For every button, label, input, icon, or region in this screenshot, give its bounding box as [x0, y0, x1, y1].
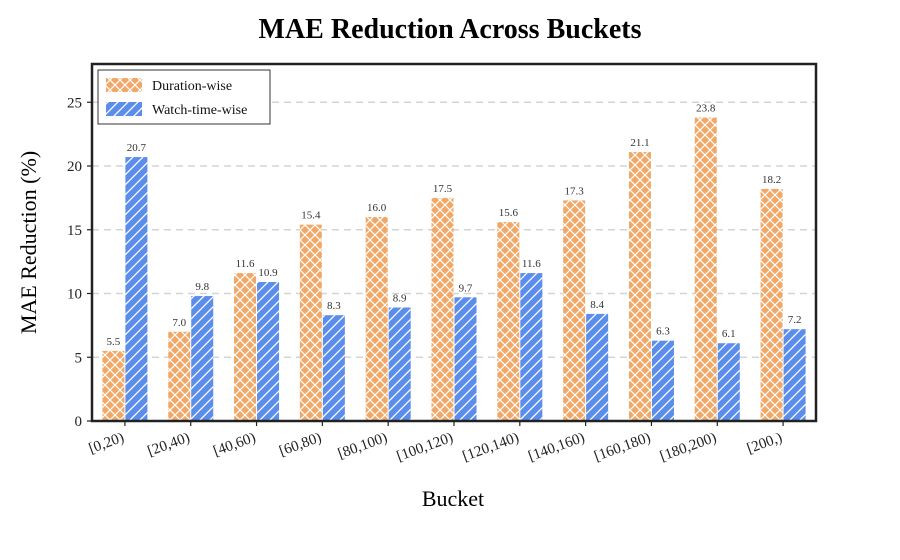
bar-hatch-watch-time-wise: [717, 343, 740, 421]
y-tick-label: 25: [67, 95, 82, 111]
x-tick-label: [80,100): [336, 430, 390, 463]
data-label-watch-time-wise: 9.8: [195, 281, 209, 293]
bar-hatch-duration-wise: [168, 331, 191, 421]
data-label-duration-wise: 17.3: [565, 185, 585, 197]
x-axis-label: Bucket: [422, 486, 484, 511]
data-label-watch-time-wise: 7.2: [788, 314, 802, 326]
bar-hatch-duration-wise: [431, 197, 454, 421]
bar-hatch-duration-wise: [299, 224, 322, 421]
data-label-watch-time-wise: 9.7: [459, 282, 473, 294]
x-tick-label: [200,): [745, 430, 785, 457]
legend: Duration-wise Watch-time-wise: [97, 69, 271, 125]
data-label-watch-time-wise: 11.6: [522, 258, 541, 270]
bar-hatch-watch-time-wise: [520, 273, 543, 421]
x-tick-label: [20,40): [146, 430, 193, 460]
data-label-duration-wise: 7.0: [172, 317, 186, 329]
data-label-duration-wise: 23.8: [696, 103, 716, 115]
bar-hatch-watch-time-wise: [783, 329, 806, 421]
bar-hatch-duration-wise: [234, 273, 257, 421]
data-label-watch-time-wise: 20.7: [127, 142, 147, 154]
bars: [102, 117, 806, 422]
legend-swatch-hatch-watch-time-wise: [106, 102, 142, 116]
bar-hatch-watch-time-wise: [125, 157, 148, 421]
y-tick-label: 0: [75, 414, 83, 430]
bar-hatch-duration-wise: [760, 188, 783, 421]
y-tick-label: 10: [67, 287, 82, 303]
x-tick-label: [0,20): [87, 430, 127, 457]
data-label-watch-time-wise: 6.3: [656, 326, 670, 338]
bar-hatch-duration-wise: [497, 222, 520, 421]
legend-label-duration-wise: Duration-wise: [152, 79, 232, 94]
data-label-watch-time-wise: 8.4: [590, 299, 604, 311]
x-ticks: [0,20) [20,40) [40,60) [60,80) [80,100) [100,…: [87, 421, 785, 465]
data-label-duration-wise: 18.2: [762, 174, 781, 186]
bar-hatch-duration-wise: [628, 151, 651, 421]
x-tick-label: [60,80): [277, 430, 324, 460]
legend-label-watch-time-wise: Watch-time-wise: [152, 103, 247, 118]
bar-hatch-duration-wise: [365, 217, 388, 421]
x-tick-label: [100,120): [395, 430, 456, 465]
y-tick-label: 20: [67, 159, 82, 175]
x-tick-label: [140,160): [526, 430, 587, 465]
bar-hatch-watch-time-wise: [454, 297, 477, 421]
y-tick-label: 5: [75, 350, 83, 366]
bar-hatch-duration-wise: [694, 117, 717, 422]
data-label-duration-wise: 5.5: [107, 336, 121, 348]
legend-swatch-hatch-duration-wise: [106, 78, 142, 92]
data-label-duration-wise: 15.6: [499, 207, 519, 219]
x-tick-label: [120,140): [461, 430, 522, 465]
bar-hatch-watch-time-wise: [586, 313, 609, 421]
data-label-duration-wise: 17.5: [433, 183, 453, 195]
bar-hatch-duration-wise: [102, 350, 125, 421]
data-label-watch-time-wise: 8.9: [393, 293, 407, 305]
bar-hatch-watch-time-wise: [651, 340, 674, 421]
data-label-watch-time-wise: 6.1: [722, 328, 736, 340]
bar-hatch-duration-wise: [563, 200, 586, 421]
data-label-duration-wise: 16.0: [367, 202, 387, 214]
y-tick-label: 15: [67, 223, 82, 239]
data-label-duration-wise: 15.4: [301, 210, 321, 222]
data-label-duration-wise: 21.1: [630, 137, 649, 149]
data-label-watch-time-wise: 10.9: [258, 267, 278, 279]
data-label-duration-wise: 11.6: [236, 258, 255, 270]
data-label-watch-time-wise: 8.3: [327, 300, 341, 312]
bar-hatch-watch-time-wise: [257, 282, 280, 421]
y-axis-label: MAE Reduction (%): [16, 151, 41, 334]
y-ticks: 0 5 10 15 20 25: [67, 95, 92, 430]
x-tick-label: [40,60): [211, 430, 258, 460]
x-tick-label: [160,180): [592, 430, 653, 465]
data-labels: 5.520.77.09.811.610.915.48.316.08.917.59…: [107, 103, 802, 348]
x-tick-label: [180,200): [658, 430, 719, 465]
bar-hatch-watch-time-wise: [322, 315, 345, 421]
bar-hatch-watch-time-wise: [191, 296, 214, 421]
chart-title: MAE Reduction Across Buckets: [258, 14, 642, 45]
bar-hatch-watch-time-wise: [388, 307, 411, 421]
